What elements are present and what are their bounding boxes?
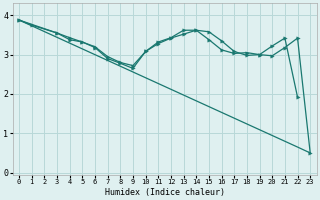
- X-axis label: Humidex (Indice chaleur): Humidex (Indice chaleur): [105, 188, 225, 197]
